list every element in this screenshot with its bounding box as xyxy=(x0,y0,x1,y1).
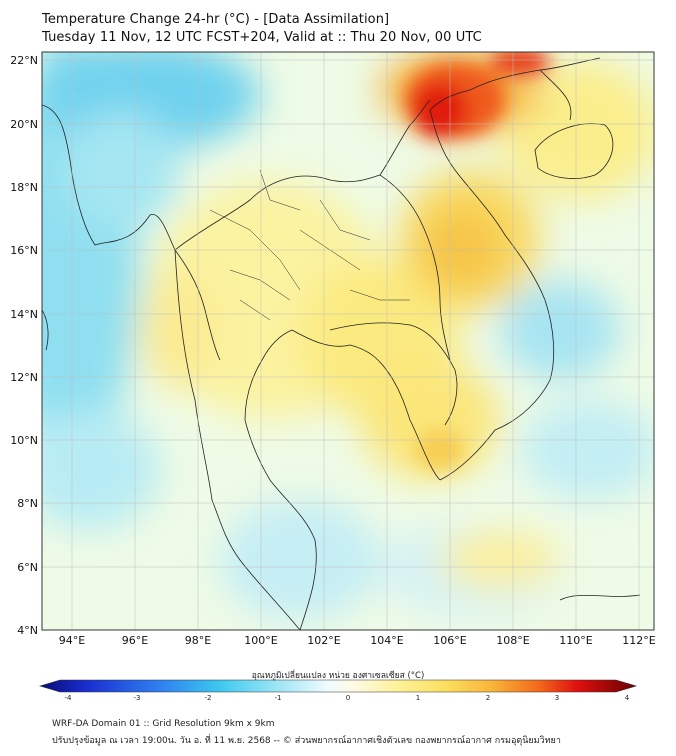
thailand-laos-border xyxy=(174,174,451,361)
temperature-field xyxy=(42,52,654,630)
lon-label: 108°E xyxy=(496,634,529,647)
warm-mekong-delta xyxy=(415,430,465,470)
lat-label: 22°N xyxy=(10,54,38,67)
colorbar-tick: 0 xyxy=(346,694,350,702)
colorbar-tick: 4 xyxy=(625,694,630,702)
andaman-islands xyxy=(42,309,49,351)
graticule xyxy=(42,52,654,630)
borneo-coast xyxy=(559,594,641,601)
longitude-labels: 94°E 96°E 98°E 100°E 102°E 104°E 106°E 1… xyxy=(59,634,656,647)
lon-label: 110°E xyxy=(559,634,592,647)
colorbar-tick: 1 xyxy=(416,694,420,702)
lat-label: 4°N xyxy=(17,624,38,637)
footer-domain-info: WRF-DA Domain 01 :: Grid Resolution 9km … xyxy=(52,719,275,729)
colorbar: -4 -3 -2 -1 0 1 2 3 4 xyxy=(38,679,638,702)
colorbar-tick: -1 xyxy=(275,694,282,702)
vietnam-coast xyxy=(429,57,601,481)
colorbar-tick: -4 xyxy=(65,694,73,702)
colorbar-tick: -3 xyxy=(134,694,141,702)
lat-label: 6°N xyxy=(17,561,38,574)
lon-label: 106°E xyxy=(433,634,466,647)
map-subtitle: Tuesday 11 Nov, 12 UTC FCST+204, Valid a… xyxy=(42,30,482,45)
lat-label: 10°N xyxy=(10,434,38,447)
myanmar-thailand-border xyxy=(174,249,221,361)
myanmar-coast xyxy=(42,104,301,630)
lon-label: 94°E xyxy=(59,634,85,647)
colorbar-ticks: -4 -3 -2 -1 0 1 2 3 4 xyxy=(65,694,630,702)
latitude-labels: 22°N 20°N 18°N 16°N 14°N 12°N 10°N 8°N 6… xyxy=(10,54,38,637)
laos-vietnam-border xyxy=(379,99,431,176)
lon-label: 102°E xyxy=(307,634,340,647)
cool-myanmar-central xyxy=(60,110,180,230)
colorbar-label: อุณหภูมิเปลี่ยนแปลง หน่วย องศาเซลเซียส (… xyxy=(251,671,425,681)
cool-malay-south xyxy=(220,500,380,620)
tonkin-coast xyxy=(539,69,572,121)
footer-credit: ปรับปรุงข้อมูล ณ เวลา 19:00น. วัน อ. ที่… xyxy=(52,736,561,746)
lon-label: 112°E xyxy=(622,634,655,647)
coastlines xyxy=(42,57,641,630)
warm-sea-south xyxy=(440,530,560,590)
cool-sea-southeast xyxy=(520,400,654,500)
colorbar-tick: -2 xyxy=(205,694,212,702)
colorbar-tick: 2 xyxy=(486,694,490,702)
map-title: Temperature Change 24-hr (°C) - [Data As… xyxy=(42,12,390,27)
lat-label: 18°N xyxy=(10,181,38,194)
cool-sea-east xyxy=(500,280,620,380)
hainan-island xyxy=(534,123,614,179)
lat-label: 20°N xyxy=(10,118,38,131)
map-frame xyxy=(41,51,655,631)
lon-label: 100°E xyxy=(244,634,277,647)
gulf-of-thailand-coast xyxy=(291,329,441,481)
lat-label: 14°N xyxy=(10,308,38,321)
lat-label: 12°N xyxy=(10,371,38,384)
colorbar-tick: 3 xyxy=(555,694,559,702)
lon-label: 104°E xyxy=(370,634,403,647)
hot-north-vietnam-core xyxy=(412,82,468,138)
lat-label: 16°N xyxy=(10,244,38,257)
colorbar-gradient xyxy=(38,679,638,693)
hot-north-east xyxy=(490,52,550,76)
malay-east-coast xyxy=(244,329,317,630)
lat-label: 8°N xyxy=(17,497,38,510)
lon-label: 98°E xyxy=(185,634,211,647)
warm-myanmar-south xyxy=(140,270,220,390)
cool-andaman-south xyxy=(42,410,160,530)
cambodia-border xyxy=(329,322,458,426)
lon-label: 96°E xyxy=(122,634,148,647)
